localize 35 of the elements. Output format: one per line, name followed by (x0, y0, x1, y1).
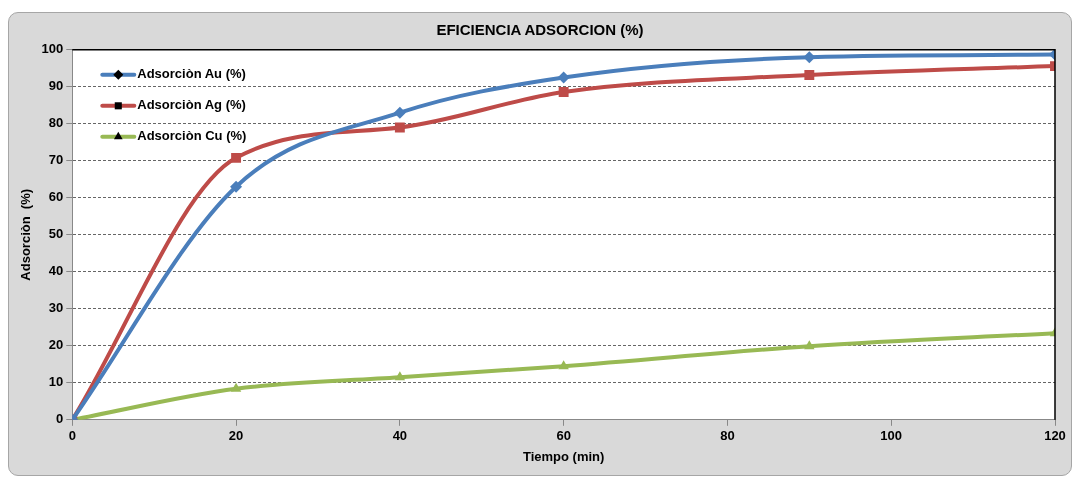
point (804, 340, 815, 350)
point (230, 180, 243, 193)
x-tick-label: 60 (556, 428, 571, 444)
point (394, 371, 406, 381)
y-axis-title: Adsorciòn (%) (18, 188, 34, 281)
point (394, 122, 405, 133)
x-axis-title: Tiempo (min) (522, 448, 605, 464)
legend-label: Adsorciòn Ag (%) (137, 97, 246, 113)
y-tick-label: 40 (48, 263, 64, 279)
point (804, 70, 815, 80)
point (230, 382, 242, 392)
y-tick-label: 20 (48, 337, 64, 353)
y-tick-label: 0 (56, 411, 64, 427)
chart-title: EFICIENCIA ADSORCION (%) (435, 21, 645, 38)
point (393, 106, 406, 119)
y-tick-label: 70 (48, 152, 64, 168)
point (557, 71, 570, 84)
y-tick-label: 50 (48, 226, 64, 242)
point (231, 152, 242, 163)
y-tick-label: 30 (48, 300, 64, 316)
x-tick-label: 100 (880, 428, 903, 444)
x-tick-label: 0 (68, 428, 76, 444)
y-tick-label: 60 (48, 189, 64, 205)
legend-label: Adsorciòn Au (%) (137, 66, 246, 82)
y-tick-label: 80 (48, 115, 64, 131)
point (558, 87, 569, 97)
x-tick-label: 80 (720, 428, 735, 444)
x-tick-label: 20 (228, 428, 244, 444)
y-tick-label: 90 (48, 78, 64, 94)
x-tick-label: 40 (392, 428, 408, 444)
y-tick-label: 10 (48, 374, 64, 390)
y-tick-label: 100 (41, 41, 64, 57)
x-tick-label: 120 (1044, 428, 1066, 444)
point (558, 360, 569, 370)
legend-label: Adsorciòn Cu (%) (137, 128, 247, 144)
